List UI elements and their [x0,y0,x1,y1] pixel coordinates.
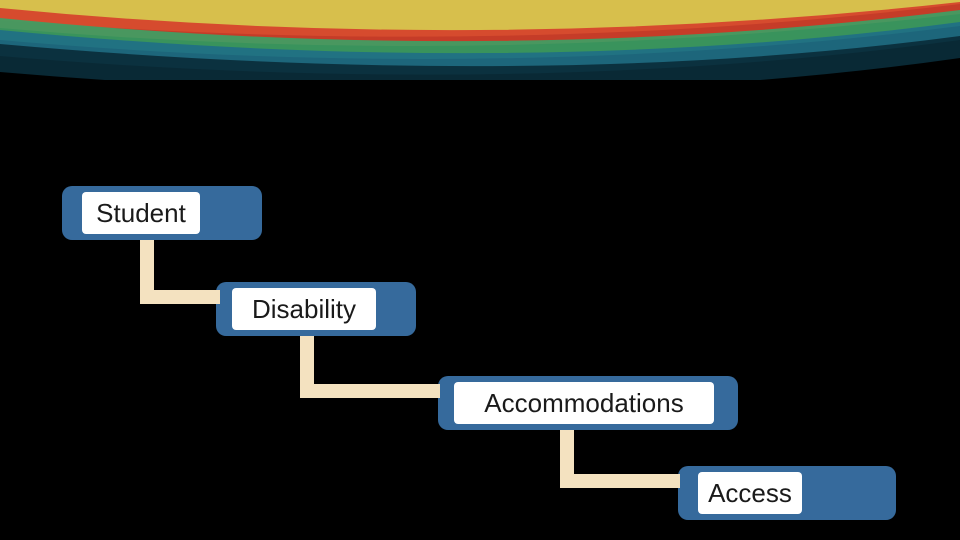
step-label-box: Access [698,472,802,514]
step-student: Student [62,186,262,240]
step-label: Access [708,478,792,509]
step-label-box: Disability [232,288,376,330]
slide-title: Process In-A-Nutshell [336,76,856,134]
step-label-box: Student [82,192,200,234]
step-access: Access [678,466,896,520]
step-label-box: Accommodations [454,382,714,424]
step-label: Student [96,198,186,229]
step-disability: Disability [216,282,416,336]
decorative-banner [0,0,960,80]
step-accommodations: Accommodations [438,376,738,430]
step-label: Disability [252,294,356,325]
step-label: Accommodations [484,388,683,419]
